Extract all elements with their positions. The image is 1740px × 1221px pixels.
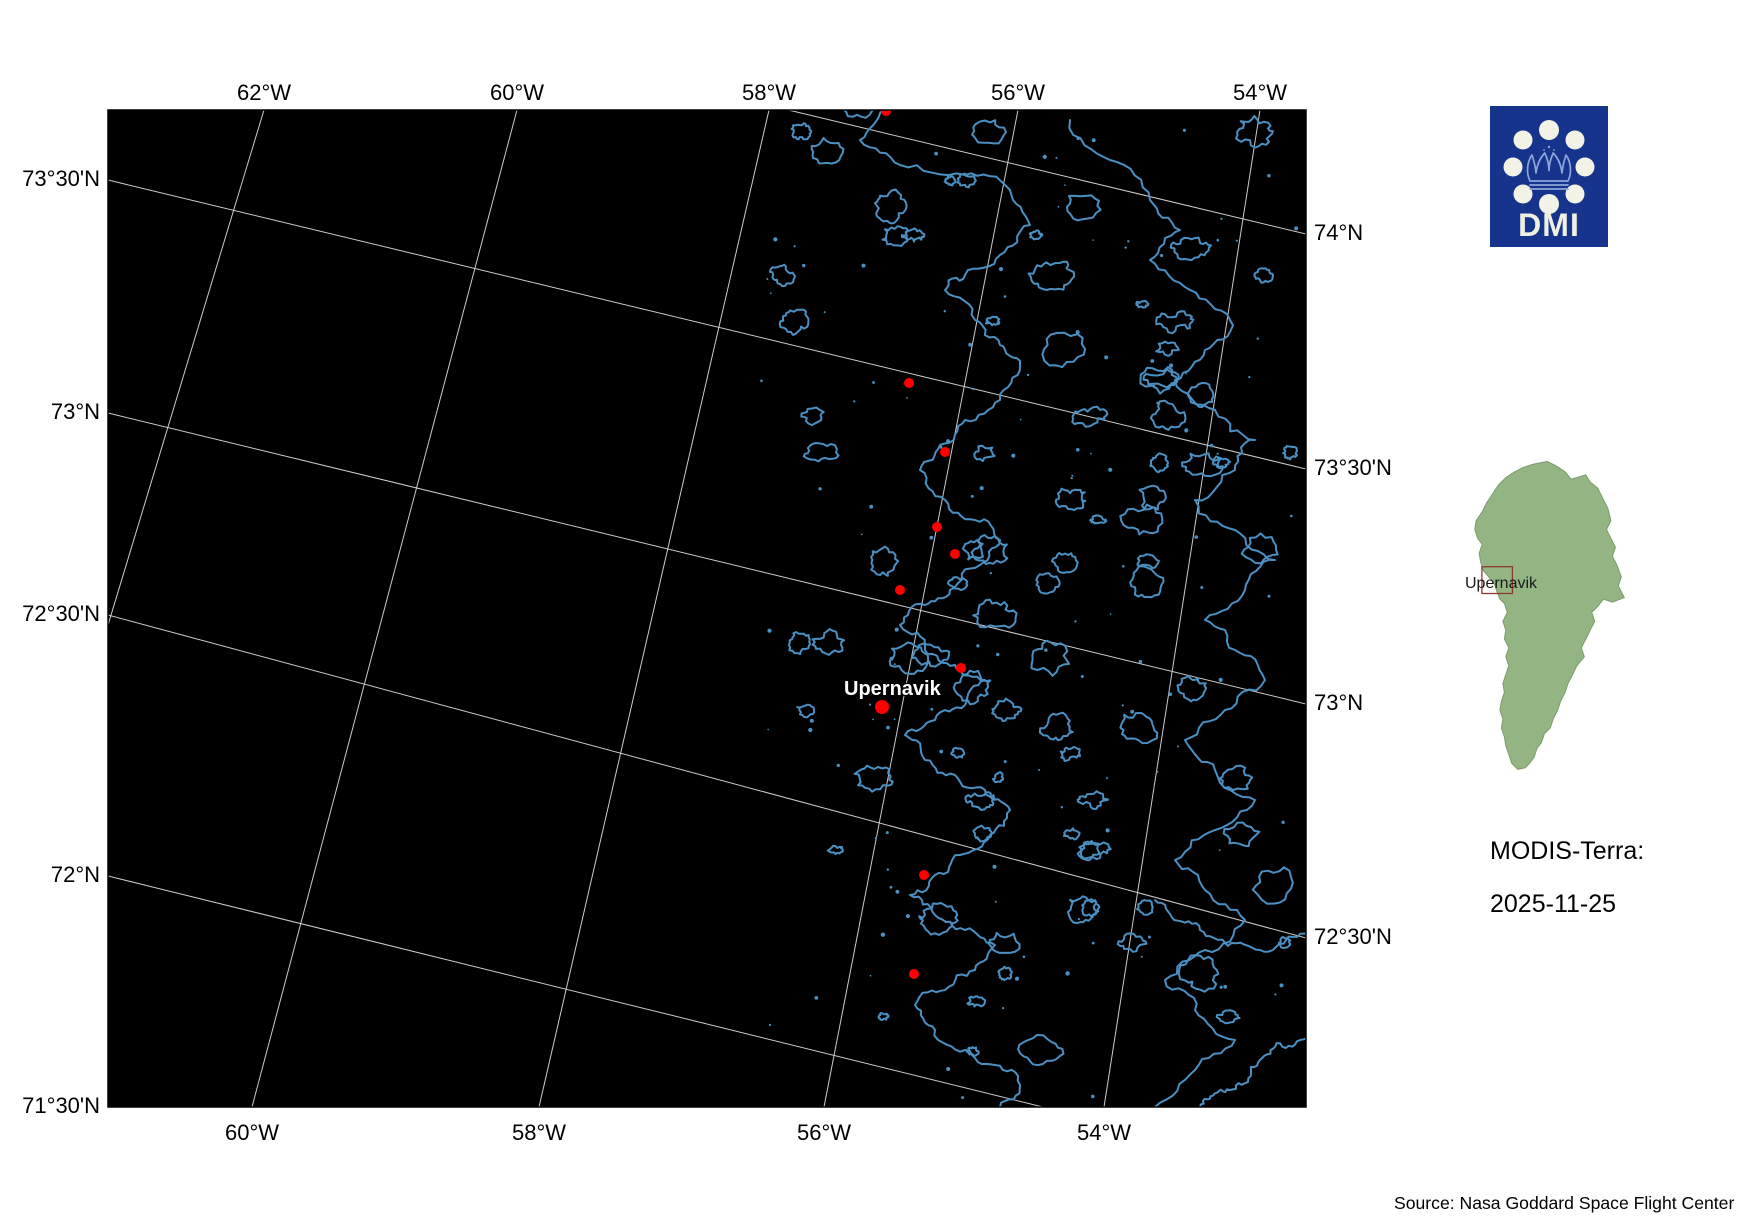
svg-text:DMI: DMI (1518, 207, 1580, 243)
svg-text:56°W: 56°W (797, 1120, 851, 1145)
svg-text:73°N: 73°N (1314, 690, 1363, 715)
svg-text:72°30'N: 72°30'N (1314, 924, 1392, 949)
svg-text:56°W: 56°W (991, 80, 1045, 105)
svg-text:54°W: 54°W (1233, 80, 1287, 105)
svg-text:73°30'N: 73°30'N (22, 166, 100, 191)
svg-text:72°30'N: 72°30'N (22, 601, 100, 626)
svg-text:62°W: 62°W (237, 80, 291, 105)
svg-text:73°30'N: 73°30'N (1314, 455, 1392, 480)
svg-text:58°W: 58°W (512, 1120, 566, 1145)
svg-text:73°N: 73°N (51, 399, 100, 424)
svg-text:2025-11-25: 2025-11-25 (1490, 890, 1616, 918)
svg-text:MODIS-Terra:: MODIS-Terra: (1490, 837, 1644, 865)
svg-text:Source: Nasa Goddard Space Fli: Source: Nasa Goddard Space Flight Center (1394, 1193, 1734, 1213)
svg-text:60°W: 60°W (490, 80, 544, 105)
svg-text:60°W: 60°W (225, 1120, 279, 1145)
svg-text:72°N: 72°N (51, 862, 100, 887)
svg-text:Upernavik: Upernavik (844, 678, 942, 700)
svg-text:74°N: 74°N (1314, 220, 1363, 245)
svg-text:71°30'N: 71°30'N (22, 1093, 100, 1118)
svg-text:54°W: 54°W (1077, 1120, 1131, 1145)
svg-text:58°W: 58°W (742, 80, 796, 105)
svg-text:Upernavik: Upernavik (1465, 575, 1538, 592)
